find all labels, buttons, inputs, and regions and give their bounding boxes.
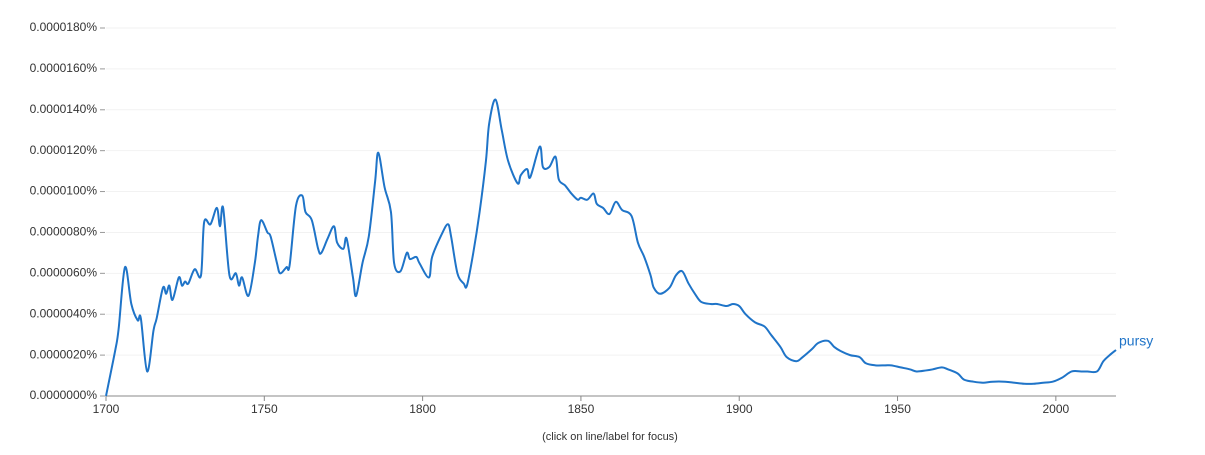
x-tick-label: 1750 — [251, 402, 278, 416]
y-tick-label: 0.0000140% — [30, 102, 98, 116]
y-tick-label: 0.0000080% — [30, 225, 98, 239]
series-label[interactable]: pursy — [1119, 333, 1153, 349]
x-tick-label: 2000 — [1042, 402, 1069, 416]
y-tick-label: 0.0000100% — [30, 184, 98, 198]
x-tick-label: 1950 — [884, 402, 911, 416]
y-tick-label: 0.0000160% — [30, 61, 98, 75]
x-tick-label: 1900 — [726, 402, 753, 416]
x-tick-label: 1700 — [93, 402, 120, 416]
y-tick-label: 0.0000180% — [30, 20, 98, 34]
y-tick-label: 0.0000020% — [30, 347, 98, 361]
x-tick-label: 1850 — [568, 402, 595, 416]
focus-note: (click on line/label for focus) — [542, 431, 678, 443]
y-tick-label: 0.0000060% — [30, 266, 98, 280]
y-tick-label: 0.0000040% — [30, 306, 98, 320]
y-tick-label: 0.0000120% — [30, 143, 98, 157]
y-tick-label: 0.0000000% — [30, 388, 98, 402]
x-tick-label: 1800 — [409, 402, 436, 416]
series-line[interactable] — [105, 98, 1117, 397]
